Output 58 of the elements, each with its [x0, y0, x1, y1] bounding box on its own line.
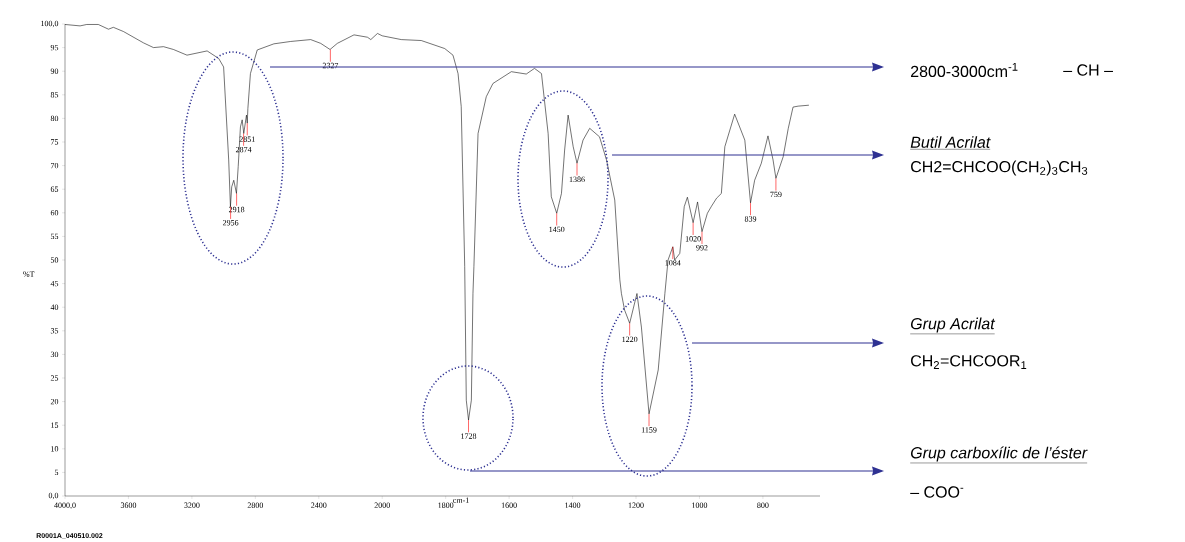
annotation: 2918 — [228, 206, 245, 213]
y-tick-label: 50 — [50, 257, 59, 263]
text: – COO$^{-}$ — [910, 486, 964, 498]
x-tick-label: 3600 — [120, 502, 137, 508]
annotation: 2327 — [322, 62, 339, 69]
x-tick-label: 3200 — [184, 502, 200, 508]
y-tick-label: 90 — [50, 68, 59, 74]
annotation: 992 — [696, 245, 708, 251]
y-axis-title: %T — [23, 271, 35, 277]
y-tick-label: 65 — [50, 186, 59, 192]
annotation: 2874 — [235, 146, 252, 153]
x-tick-label: 1600 — [501, 502, 517, 508]
y-tick-label: 100,0 — [41, 20, 59, 28]
annotation: 1084 — [665, 260, 681, 266]
y-tick-label: 70 — [51, 162, 59, 169]
y-tick-label: 40 — [50, 304, 59, 310]
x-tick-label: 1400 — [565, 502, 581, 508]
annotation: 1159 — [641, 427, 657, 433]
annotation: 1020 — [685, 236, 701, 242]
y-tick-label: 0,0 — [48, 492, 59, 500]
x-tick-label: 1800 — [438, 502, 454, 508]
x-tick-label: 2800 — [247, 502, 264, 508]
x-tick-label: 4000,0 — [54, 502, 76, 510]
x-tick-label: 1200 — [628, 502, 644, 508]
annotation: 839 — [744, 216, 757, 222]
x-tick-label: 2400 — [311, 502, 327, 508]
y-tick-label: 30 — [50, 351, 59, 358]
text: CH$_{2}$=CHCOOR$_{1}$ — [911, 355, 1027, 369]
text: CH2=CHCOO(CH$_{2}$)$_{3}$CH$_{3}$ — [911, 160, 1088, 176]
annotation: 2956 — [222, 220, 239, 226]
text: – CH – — [1063, 64, 1113, 76]
x-tick-label: 800 — [757, 502, 769, 508]
x-tick-label: 1000 — [692, 502, 708, 508]
y-tick-label: 15 — [51, 422, 59, 428]
y-tick-label: 85 — [50, 92, 59, 98]
y-tick-label: 10 — [51, 446, 59, 452]
y-tick-label: 25 — [50, 375, 59, 381]
text: Grup Acrilat — [910, 317, 996, 333]
x-axis-title: cm-1 — [453, 497, 469, 503]
y-tick-label: 55 — [50, 233, 59, 240]
text: Grup carboxílic de l’éster — [910, 446, 1088, 462]
annotation: 1728 — [461, 433, 477, 439]
y-tick-label: 35 — [50, 328, 59, 334]
y-tick-label: 75 — [51, 139, 59, 145]
y-tick-label: 60 — [50, 210, 59, 216]
y-tick-label: 5 — [54, 469, 59, 476]
y-tick-label: 80 — [50, 115, 59, 122]
annotation: 1386 — [569, 176, 585, 183]
annotation: 1220 — [622, 336, 638, 343]
x-tick-label: 2000 — [374, 502, 390, 508]
y-tick-label: 20 — [50, 398, 59, 405]
annotation: 1450 — [549, 226, 565, 233]
annotation: 2851 — [239, 136, 255, 142]
text: Butil Acrilat — [910, 136, 991, 148]
annotation: 759 — [770, 191, 782, 198]
text: 2800-3000cm$^{-1}$ — [911, 62, 1018, 78]
y-tick-label: 95 — [50, 44, 59, 51]
y-tick-label: 45 — [50, 280, 59, 287]
